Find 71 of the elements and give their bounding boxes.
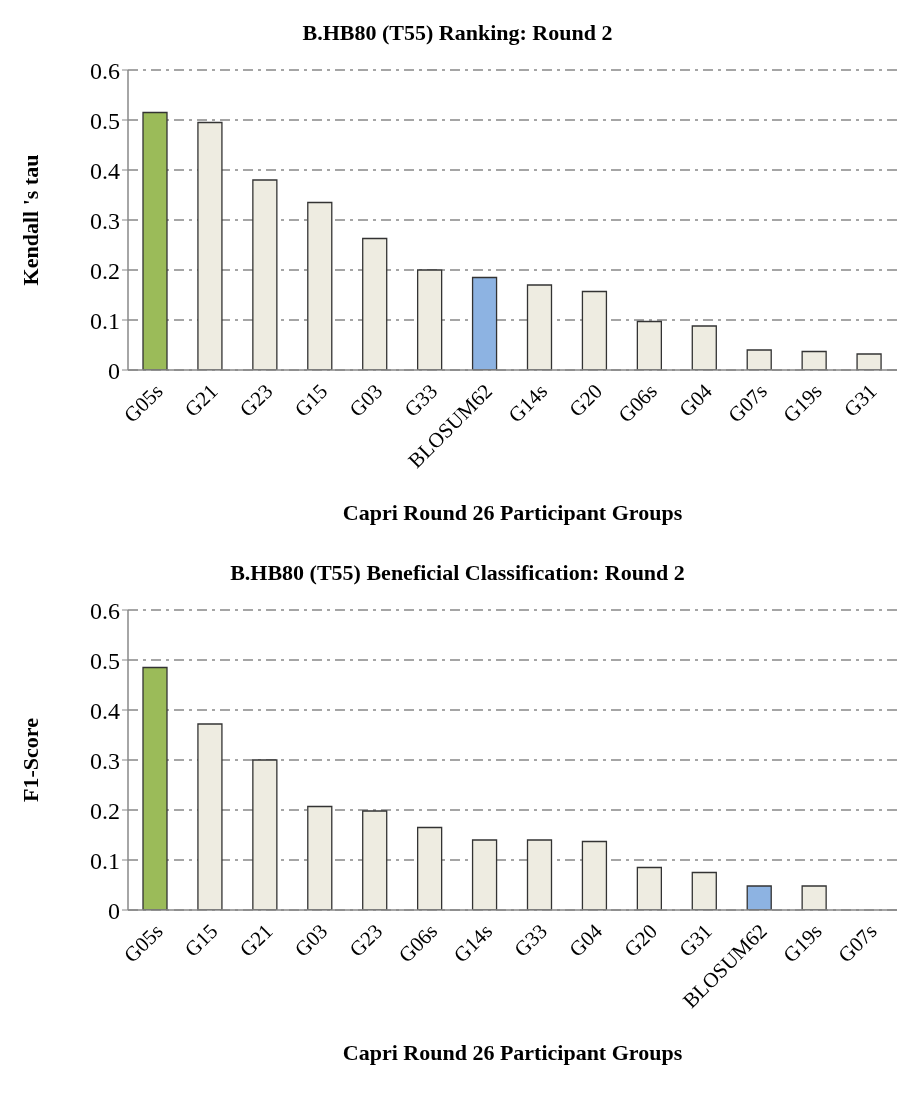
y-tick-label: 0.2 [90,797,120,824]
bar [307,201,333,370]
bar [801,350,827,370]
x-tick-label: G07s [723,379,772,428]
bar [307,805,333,910]
x-tick-label: G07s [833,919,882,968]
x-tick-label: G05s [119,919,168,968]
x-tick-label: G06s [613,379,662,428]
bar [581,840,608,910]
bar [801,885,827,910]
x-tick-label: G20 [619,919,662,962]
bar [142,666,168,910]
bar [746,349,772,370]
bar [856,353,882,370]
bar [636,320,663,370]
x-tick-label: G04 [564,918,608,962]
bar [197,121,223,370]
y-tick-label: 0 [108,357,120,384]
y-tick-label: 0.5 [90,647,120,674]
bar [362,237,388,370]
x-tick-label: G19s [778,379,827,428]
bar [252,179,278,370]
y-tick-label: 0.6 [90,597,120,624]
x-tick-label: G19s [778,919,827,968]
y-tick-label: 0.2 [90,257,120,284]
y-tick-label: 0.3 [90,747,120,774]
x-axis-title: Capri Round 26 Participant Groups [342,1040,683,1065]
x-tick-label: G23 [344,919,388,962]
x-tick-label: G15 [289,379,333,422]
x-tick-label: G14s [448,919,498,968]
x-tick-label: G14s [503,379,552,428]
chart-title: B.HB80 (T55) Beneficial Classification: Round 2 [230,560,685,585]
bar [416,269,443,370]
x-tick-label: G21 [234,919,278,962]
bar [581,290,608,370]
y-axis-title: Kendall 's tau [17,154,43,286]
x-tick-label: G20 [564,379,607,422]
bar [416,826,443,910]
x-tick-label: G04 [674,378,718,422]
bar [471,839,498,910]
bar [362,810,388,910]
y-tick-label: 0.3 [90,207,120,234]
bar [691,325,717,370]
bar [746,885,772,910]
x-tick-label: G21 [179,379,223,422]
bar [526,839,553,910]
bar [526,284,553,370]
x-axis-title: Capri Round 26 Participant Groups [342,500,683,525]
x-tick-label: G33 [509,919,552,962]
bar [197,723,223,910]
y-tick-label: 0.1 [90,307,120,334]
y-tick-label: 0.6 [90,57,120,84]
y-tick-label: 0.1 [90,847,120,874]
bar [252,759,278,910]
bar [142,111,168,370]
y-axis-title: F1-Score [17,717,43,802]
y-tick-label: 0.5 [90,107,120,134]
x-tick-label: G05s [119,379,168,428]
bar [471,276,498,370]
y-tick-label: 0.4 [90,157,120,184]
x-tick-label: G03 [289,919,333,962]
y-tick-label: 0.4 [90,697,120,724]
x-tick-label: G06s [393,919,443,968]
y-tick-label: 0 [108,897,120,924]
chart-title: B.HB80 (T55) Ranking: Round 2 [302,20,613,45]
x-tick-label: G15 [179,919,223,962]
x-tick-label: G31 [839,379,882,422]
x-tick-label: G03 [344,379,388,422]
x-tick-label: G23 [234,379,278,422]
bar [636,866,663,910]
bar [691,871,717,910]
